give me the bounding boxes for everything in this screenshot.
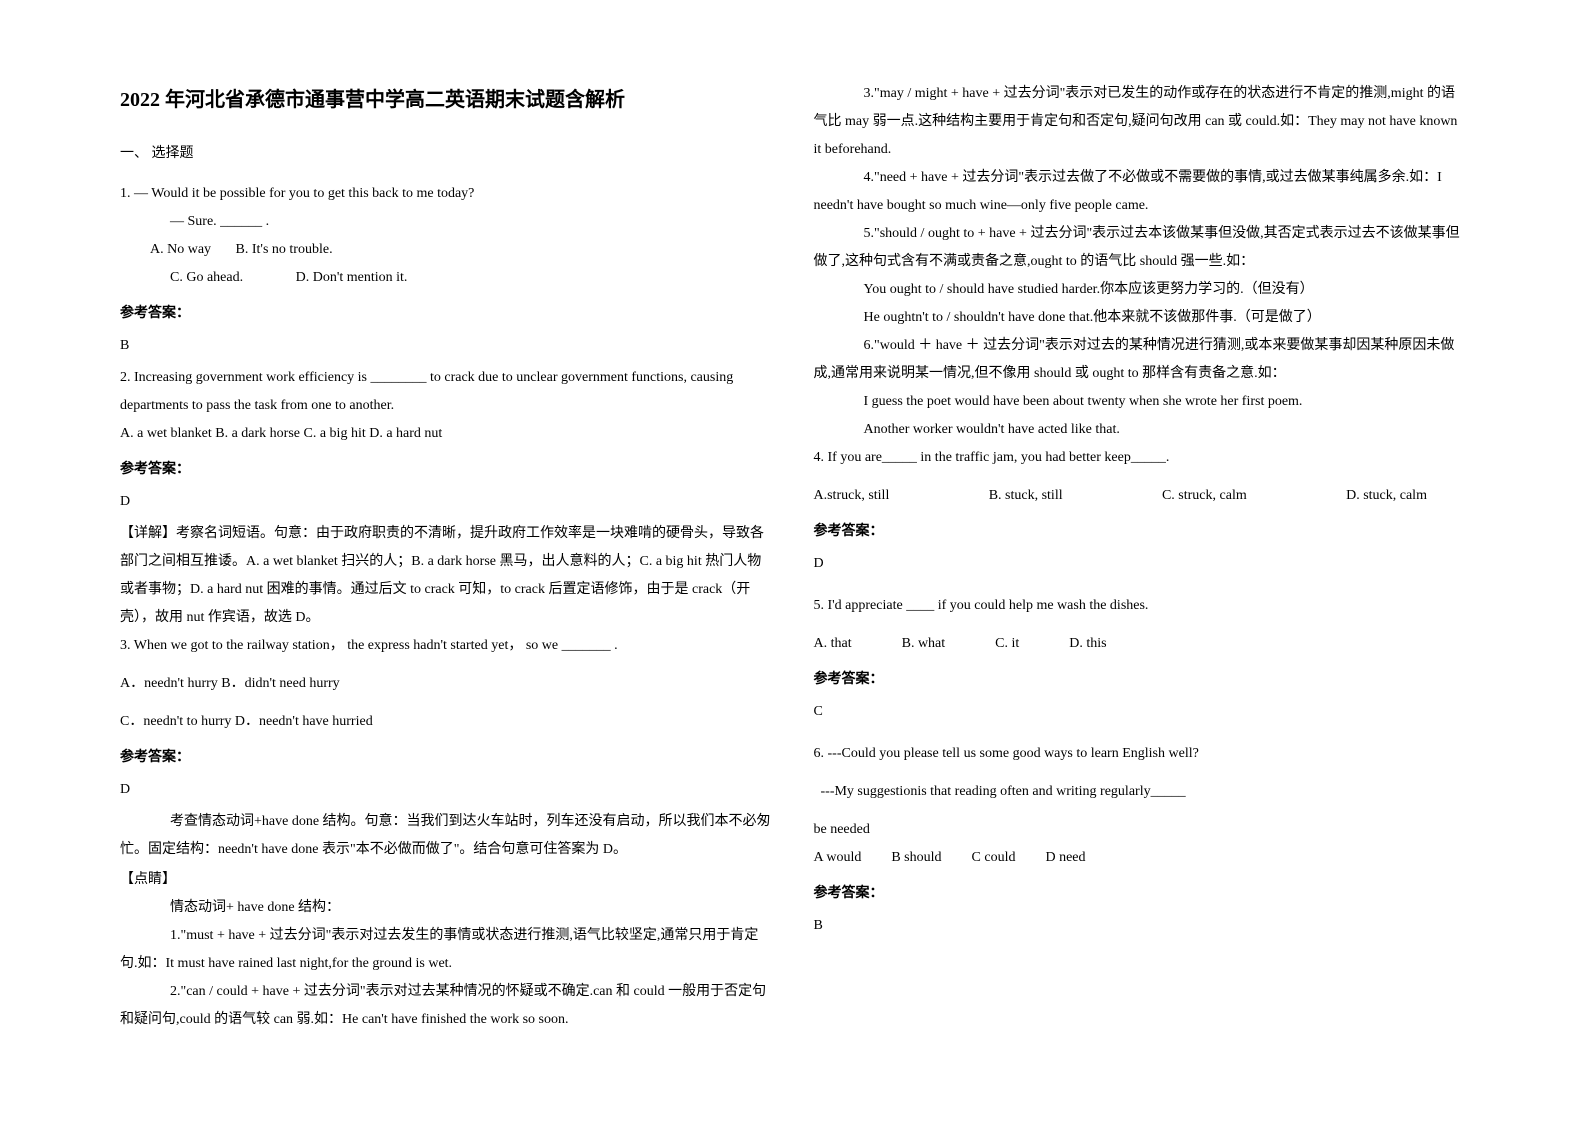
q4-optA: A.struck, still	[814, 482, 890, 510]
q3-point4-text: 4."need + have + 过去分词"表示过去做了不必做或不需要做的事情,…	[814, 170, 1442, 213]
q5-optD: D. this	[1069, 630, 1106, 658]
q3-line1: 3. When we got to the railway station， t…	[120, 632, 774, 660]
q3-optsCD: C．needn't to hurry D．needn't have hurrie…	[120, 708, 774, 736]
q3-point6a-text: I guess the poet would have been about t…	[864, 394, 1303, 409]
q6-optC: C could	[972, 844, 1016, 872]
q3-point5-text: 5."should / ought to + have + 过去分词"表示过去本…	[814, 226, 1460, 269]
question-4: 4. If you are_____ in the traffic jam, y…	[814, 444, 1468, 510]
q6-answer-label: 参考答案：	[814, 880, 1468, 908]
q2-answer-label: 参考答案：	[120, 456, 774, 484]
q3-explain1-text: 考查情态动词+have done 结构。句意：当我们到达火车站时，列车还没有启动…	[120, 814, 771, 857]
q4-answer-label: 参考答案：	[814, 518, 1468, 546]
q5-optB: B. what	[902, 630, 946, 658]
q5-opts: A. that B. what C. it D. this	[814, 630, 1468, 658]
question-2: 2. Increasing government work efficiency…	[120, 364, 774, 448]
q6-line1: 6. ---Could you please tell us some good…	[814, 740, 1468, 768]
q6-optA: A would	[814, 844, 862, 872]
q1-opts-ab: A. No way B. It's no trouble.	[120, 236, 774, 264]
q4-optD: D. stuck, calm	[1346, 482, 1427, 510]
q3-point1: 1."must + have + 过去分词"表示对过去发生的事情或状态进行推测,…	[120, 922, 774, 978]
q3-point5b-text: He oughtn't to / shouldn't have done tha…	[864, 310, 1321, 325]
q3-point4: 4."need + have + 过去分词"表示过去做了不必做或不需要做的事情,…	[814, 164, 1468, 220]
q6-answer: B	[814, 912, 1468, 940]
q3-point6a: I guess the poet would have been about t…	[814, 388, 1468, 416]
q6-line2-text: ---My suggestionis that reading often an…	[821, 784, 1186, 799]
q3-point1-text: 1."must + have + 过去分词"表示对过去发生的事情或状态进行推测,…	[120, 928, 758, 971]
q3-point6b: Another worker wouldn't have acted like …	[814, 416, 1468, 444]
q2-line1: 2. Increasing government work efficiency…	[120, 364, 774, 420]
q1-optA: A. No way	[150, 242, 211, 257]
question-6: 6. ---Could you please tell us some good…	[814, 740, 1468, 872]
q6-line2: ---My suggestionis that reading often an…	[814, 778, 1468, 806]
q3-explain1: 考查情态动词+have done 结构。句意：当我们到达火车站时，列车还没有启动…	[120, 808, 774, 864]
q3-point5a: You ought to / should have studied harde…	[814, 276, 1468, 304]
q2-opts: A. a wet blanket B. a dark horse C. a bi…	[120, 420, 774, 448]
question-5: 5. I'd appreciate ____ if you could help…	[814, 592, 1468, 658]
q3-point0-text: 情态动词+ have done 结构：	[170, 900, 340, 915]
q3-point3: 3."may / might + have + 过去分词"表示对已发生的动作或存…	[814, 80, 1468, 164]
question-3: 3. When we got to the railway station， t…	[120, 632, 774, 736]
q1-answer: B	[120, 332, 774, 360]
q3-point5b: He oughtn't to / shouldn't have done tha…	[814, 304, 1468, 332]
q5-answer: C	[814, 698, 1468, 726]
left-column: 2022 年河北省承德市通事营中学高二英语期末试题含解析 一、 选择题 1. —…	[100, 80, 794, 1082]
q2-answer: D	[120, 488, 774, 516]
q3-point6-text: 6."would ＋ have ＋ 过去分词"表示对过去的某种情况进行猜测,或本…	[814, 338, 1455, 381]
q3-point6: 6."would ＋ have ＋ 过去分词"表示对过去的某种情况进行猜测,或本…	[814, 332, 1468, 388]
q3-point5: 5."should / ought to + have + 过去分词"表示过去本…	[814, 220, 1468, 276]
q1-optD: D. Don't mention it.	[296, 270, 408, 285]
q5-answer-label: 参考答案：	[814, 666, 1468, 694]
q4-opts: A.struck, still B. stuck, still C. struc…	[814, 482, 1468, 510]
q2-explain: 【详解】考察名词短语。句意：由于政府职责的不清晰，提升政府工作效率是一块难啃的硬…	[120, 520, 774, 632]
q3-point3-text: 3."may / might + have + 过去分词"表示对已发生的动作或存…	[814, 86, 1458, 157]
q3-point0: 情态动词+ have done 结构：	[120, 894, 774, 922]
q3-point2-text: 2."can / could + have + 过去分词"表示对过去某种情况的怀…	[120, 984, 766, 1027]
q3-point2: 2."can / could + have + 过去分词"表示对过去某种情况的怀…	[120, 978, 774, 1034]
q1-answer-label: 参考答案：	[120, 300, 774, 328]
q4-line1: 4. If you are_____ in the traffic jam, y…	[814, 444, 1468, 472]
q5-line1: 5. I'd appreciate ____ if you could help…	[814, 592, 1468, 620]
q3-point6b-text: Another worker wouldn't have acted like …	[864, 422, 1120, 437]
q3-point-label: 【点睛】	[120, 866, 774, 894]
q4-answer: D	[814, 550, 1468, 578]
q3-optsAB: A．needn't hurry B．didn't need hurry	[120, 670, 774, 698]
q5-optA: A. that	[814, 630, 852, 658]
q6-optB: B should	[891, 844, 941, 872]
q5-optC: C. it	[995, 630, 1019, 658]
q3-answer: D	[120, 776, 774, 804]
q3-point5a-text: You ought to / should have studied harde…	[864, 282, 1314, 297]
page-title: 2022 年河北省承德市通事营中学高二英语期末试题含解析	[120, 80, 774, 120]
q1-opts-cd: C. Go ahead. D. Don't mention it.	[120, 264, 774, 292]
q4-optC: C. struck, calm	[1162, 482, 1247, 510]
q3-answer-label: 参考答案：	[120, 744, 774, 772]
question-1: 1. — Would it be possible for you to get…	[120, 180, 774, 292]
q6-line3: be needed	[814, 816, 1468, 844]
q4-optB: B. stuck, still	[989, 482, 1063, 510]
q1-optB: B. It's no trouble.	[236, 242, 333, 257]
q1-line2: — Sure. ______ .	[120, 208, 774, 236]
section-heading: 一、 选择题	[120, 140, 774, 168]
right-column: 3."may / might + have + 过去分词"表示对已发生的动作或存…	[794, 80, 1488, 1082]
q6-optD: D need	[1045, 844, 1085, 872]
q1-line1: 1. — Would it be possible for you to get…	[120, 180, 774, 208]
q6-opts: A would B should C could D need	[814, 844, 1468, 872]
q1-optC: C. Go ahead.	[170, 270, 243, 285]
